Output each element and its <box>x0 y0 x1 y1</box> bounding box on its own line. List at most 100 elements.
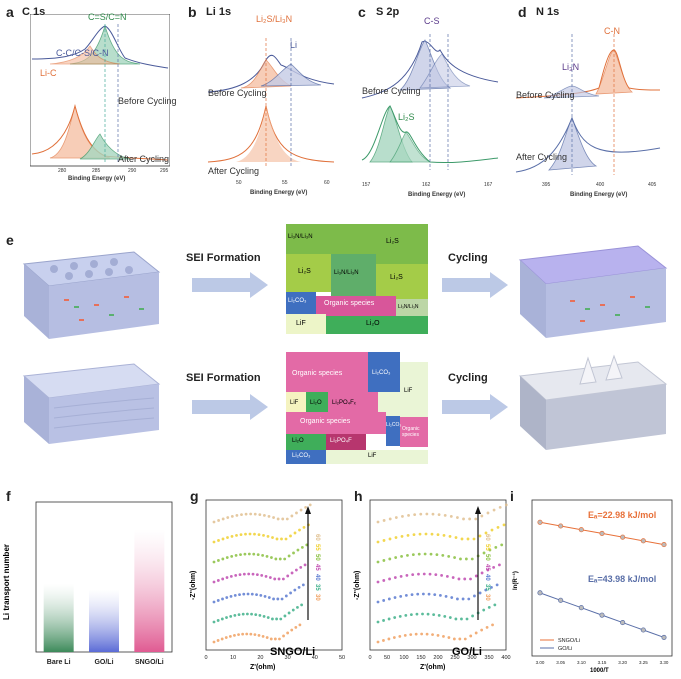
nyquist-point <box>387 637 391 641</box>
xps-d-label-cn: C-N <box>604 26 620 36</box>
nyquist-point <box>290 514 294 518</box>
xps-b-after: After Cycling <box>208 166 260 176</box>
nyquist-point <box>242 592 246 596</box>
nyquist-point <box>247 572 251 576</box>
xps-a-title: C 1s <box>22 6 46 18</box>
xps-a-tick: 295 <box>160 168 169 174</box>
xps-b-title: Li 1s <box>206 6 232 18</box>
nyquist-point <box>376 620 380 624</box>
sei-block: Li₂CO₃ <box>292 453 311 459</box>
nyquist-point <box>485 625 489 629</box>
nyquist-point <box>278 637 281 641</box>
chart-h-ylabel: -Z''(ohm) <box>354 570 361 600</box>
xps-d-title: N 1s <box>536 6 560 18</box>
slab-cycled-go <box>518 354 668 450</box>
nyquist-point <box>245 612 249 616</box>
nyquist-point <box>445 574 449 578</box>
nyquist-point <box>229 614 233 618</box>
nyquist-point <box>253 633 257 637</box>
nyquist-point <box>271 536 274 539</box>
cycling-label-top: Cycling <box>448 252 488 264</box>
nyquist-point <box>253 532 256 536</box>
nyquist-point <box>429 552 433 556</box>
panel-label-i: i <box>510 488 514 504</box>
nyquist-point <box>287 554 291 558</box>
nyquist-point <box>442 634 445 638</box>
xps-c-label-cs: C-S <box>424 16 440 26</box>
nyquist-point <box>257 533 261 537</box>
xps-a-tick: 280 <box>58 168 67 174</box>
slab-pristine-sngo <box>22 251 161 339</box>
xps-d-after: After Cycling <box>516 152 568 162</box>
nyquist-point <box>276 597 280 601</box>
nyquist-point <box>229 594 233 598</box>
xtick: 3.20 <box>618 660 627 665</box>
nyquist-point <box>272 597 275 601</box>
nyquist-point <box>409 633 413 637</box>
nyquist-point <box>234 553 238 557</box>
xps-c-title: S 2p <box>376 6 400 18</box>
nyquist-point <box>255 593 258 597</box>
xps-a-after: After Cycling <box>118 154 170 164</box>
nyquist-point <box>294 568 298 572</box>
nyquist-point <box>495 583 499 587</box>
nyquist-point <box>382 539 386 542</box>
nyquist-point <box>456 516 459 519</box>
temp-label: 50 <box>484 554 490 561</box>
nyquist-point <box>245 632 249 636</box>
nyquist-point <box>500 543 504 547</box>
nyquist-point <box>382 559 386 562</box>
xps-a-plot <box>30 14 170 167</box>
nyquist-point <box>246 592 250 596</box>
nyquist-point <box>459 557 462 561</box>
nyquist-point <box>439 593 442 597</box>
nyquist-point <box>285 517 289 521</box>
nyquist-point <box>295 511 298 515</box>
xtick: 3.30 <box>660 660 669 665</box>
sei-block: Li₃N/Li₃N <box>398 304 419 310</box>
nyquist-point <box>272 516 275 519</box>
nyquist-point <box>287 611 291 615</box>
nyquist-point <box>406 533 410 537</box>
nyquist-point <box>472 537 476 541</box>
xtick: 40 <box>312 655 318 661</box>
chart-f-xtick: SNGO/Li <box>135 659 164 666</box>
nyquist-point <box>437 513 441 517</box>
nyquist-point <box>426 612 430 616</box>
nyquist-point <box>478 534 482 538</box>
nyquist-point <box>480 514 484 518</box>
series-point <box>537 590 543 596</box>
nyquist-point <box>261 553 264 557</box>
nyquist-point <box>492 508 496 512</box>
nyquist-point <box>388 577 391 581</box>
nyquist-point <box>388 537 392 541</box>
sei-block: Li₃N/Li₃N <box>334 270 359 276</box>
sei-block: Li₂PO₄Fₓ <box>332 400 356 406</box>
xps-a-label-cc: C-C/C-S/C-N <box>56 48 109 58</box>
nyquist-point <box>454 617 458 621</box>
series-point <box>640 538 646 544</box>
nyquist-point <box>456 597 459 601</box>
nyquist-point <box>376 580 380 584</box>
nyquist-point <box>405 573 409 577</box>
nyquist-point <box>415 612 419 616</box>
nyquist-point <box>454 536 458 539</box>
series-point <box>558 523 564 529</box>
nyquist-point <box>451 576 455 579</box>
nyquist-point <box>249 512 253 516</box>
xtick: 0 <box>204 655 207 661</box>
nyquist-point <box>470 557 474 561</box>
nyquist-point <box>504 503 508 507</box>
panel-label-f: f <box>6 488 11 504</box>
xps-c-plot <box>361 34 499 170</box>
nyquist-point <box>498 505 502 509</box>
xps-d-label-li3n: Li₃N <box>562 62 580 72</box>
nyquist-point <box>399 594 403 598</box>
sei-block: Li₂O <box>366 320 380 327</box>
nyquist-point <box>433 593 437 597</box>
nyquist-point <box>242 572 246 576</box>
nyquist-point <box>382 579 386 582</box>
chart-g-nyquist: 60 55 50 45 40 35 30 0 10 20 30 40 50 <box>204 499 345 661</box>
nyquist-point <box>290 628 294 632</box>
